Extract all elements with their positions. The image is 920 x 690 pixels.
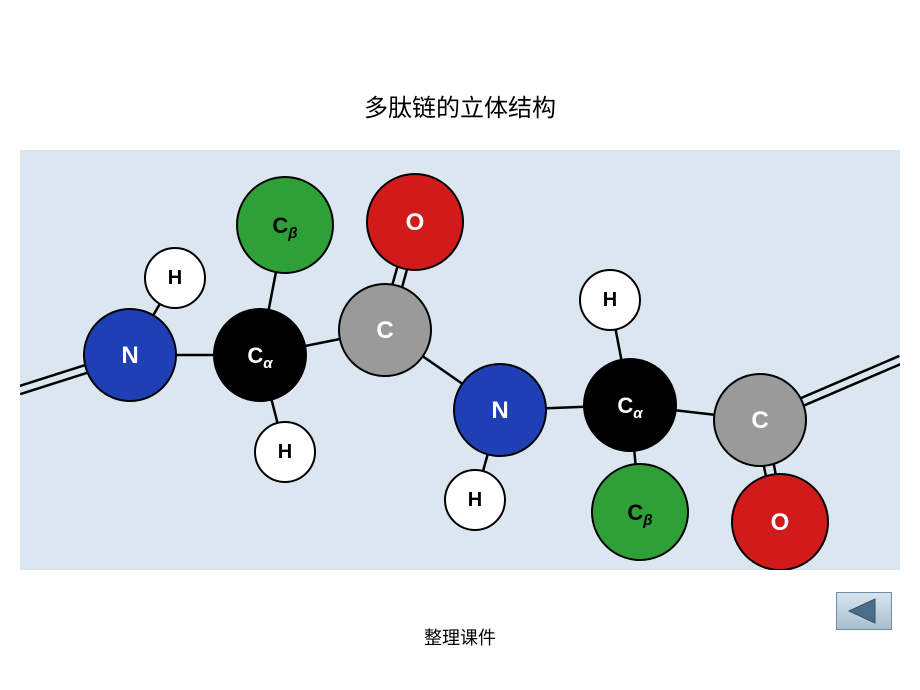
- prev-slide-button[interactable]: [836, 592, 892, 630]
- atom-H4: H: [580, 270, 640, 330]
- atom-Cb2: Cβ: [592, 464, 688, 560]
- atom-H1: H: [145, 248, 205, 308]
- atom-O1: O: [367, 174, 463, 270]
- page-title: 多肽链的立体结构: [0, 88, 920, 123]
- atom-C1: C: [339, 284, 431, 376]
- atom-Ca1: Cα: [214, 309, 306, 401]
- atom-Cb1: Cβ: [237, 177, 333, 273]
- atom-H3: H: [445, 470, 505, 530]
- atom-Ca2: Cα: [584, 359, 676, 451]
- molecule-diagram: HCβONCαCHHNCαCHCβO: [20, 150, 900, 570]
- atoms-layer: HCβONCαCHHNCαCHCβO: [84, 174, 828, 570]
- atom-O2: O: [732, 474, 828, 570]
- atom-C2: C: [714, 374, 806, 466]
- page: 多肽链的立体结构 HCβONCαCHHNCαCHCβO 整理课件: [0, 0, 920, 690]
- atom-H2: H: [255, 422, 315, 482]
- molecule-svg: HCβONCαCHHNCαCHCβO: [20, 150, 900, 570]
- atom-N1: N: [84, 309, 176, 401]
- footer-label: 整理课件: [0, 624, 920, 650]
- atom-N2: N: [454, 364, 546, 456]
- arrow-left-icon: [837, 593, 891, 629]
